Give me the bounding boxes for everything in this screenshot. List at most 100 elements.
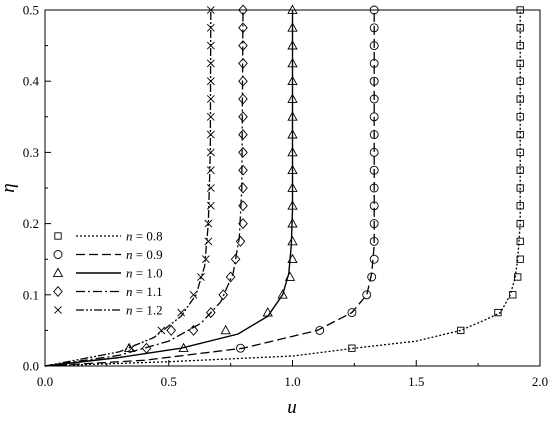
legend-entry: n = 0.9 bbox=[53, 247, 163, 262]
data-point-triangle bbox=[287, 22, 298, 32]
data-point-diamond bbox=[238, 218, 248, 230]
series-3 bbox=[44, 4, 298, 367]
data-point-square bbox=[516, 95, 524, 103]
data-point-square bbox=[516, 184, 524, 192]
data-point-triangle bbox=[287, 40, 298, 50]
data-point-x bbox=[189, 290, 198, 299]
series-line bbox=[44, 10, 294, 367]
data-point-circle bbox=[369, 130, 379, 140]
data-point-circle bbox=[369, 76, 379, 86]
data-point-diamond bbox=[206, 307, 216, 319]
legend-label: n = 1.2 bbox=[126, 303, 163, 318]
data-point-triangle bbox=[287, 235, 298, 246]
data-point-triangle bbox=[287, 111, 298, 121]
data-point-triangle bbox=[287, 4, 298, 14]
x-tick-label: 2.0 bbox=[532, 374, 548, 389]
data-point-square bbox=[516, 202, 524, 210]
data-point-diamond bbox=[218, 289, 228, 301]
data-point-triangle bbox=[287, 57, 298, 68]
data-point-diamond bbox=[235, 235, 246, 247]
x-tick-label: 0.0 bbox=[37, 374, 53, 389]
data-point-x bbox=[201, 255, 210, 264]
series-1 bbox=[44, 6, 524, 367]
y-tick-label: 0.4 bbox=[23, 74, 40, 89]
data-point-diamond bbox=[238, 93, 248, 105]
legend-marker-circle bbox=[53, 250, 63, 259]
data-point-diamond bbox=[238, 22, 248, 34]
data-point-diamond bbox=[238, 111, 248, 123]
data-point-square bbox=[457, 326, 465, 335]
data-point-circle bbox=[369, 236, 379, 246]
data-point-diamond bbox=[238, 75, 248, 87]
data-point-x bbox=[127, 344, 136, 353]
data-point-x bbox=[206, 148, 215, 157]
data-point-circle bbox=[369, 165, 379, 175]
data-point-circle bbox=[369, 112, 379, 122]
data-point-x bbox=[206, 41, 215, 50]
data-point-x bbox=[206, 201, 215, 210]
data-point-circle bbox=[315, 325, 325, 335]
data-point-triangle bbox=[287, 75, 298, 86]
y-tick-label: 0.1 bbox=[23, 287, 39, 302]
data-point-square bbox=[509, 291, 517, 299]
series-line bbox=[44, 10, 375, 367]
legend-entry: n = 1.1 bbox=[53, 284, 163, 299]
data-point-triangle bbox=[287, 146, 298, 157]
y-tick-label: 0.0 bbox=[23, 359, 39, 374]
legend-entry: n = 1.0 bbox=[52, 266, 163, 281]
data-point-square bbox=[516, 148, 524, 157]
data-point-square bbox=[516, 113, 524, 121]
data-point-x bbox=[177, 308, 186, 317]
legend-label: n = 0.8 bbox=[126, 229, 163, 244]
data-point-square bbox=[494, 308, 502, 317]
legend-label: n = 1.1 bbox=[126, 284, 163, 299]
legend-marker-square bbox=[54, 232, 62, 240]
data-point-diamond bbox=[238, 182, 248, 194]
data-point-diamond bbox=[238, 4, 248, 16]
legend-marker-x bbox=[54, 306, 62, 314]
data-point-square bbox=[516, 219, 524, 228]
data-point-triangle bbox=[287, 200, 298, 210]
data-point-diamond bbox=[238, 57, 248, 69]
data-point-x bbox=[206, 166, 215, 175]
data-point-x bbox=[206, 23, 215, 32]
data-point-triangle bbox=[287, 129, 298, 139]
y-tick-label: 0.3 bbox=[23, 145, 39, 160]
data-point-x bbox=[206, 112, 215, 121]
data-point-square bbox=[516, 77, 524, 85]
x-axis-label: u bbox=[287, 397, 297, 418]
data-point-x bbox=[206, 130, 215, 139]
data-point-circle bbox=[369, 94, 379, 104]
series-4 bbox=[44, 4, 248, 367]
data-point-diamond bbox=[238, 200, 248, 212]
legend-marker-triangle bbox=[52, 267, 64, 277]
data-point-circle bbox=[369, 201, 379, 211]
data-point-circle bbox=[369, 58, 379, 68]
legend-entry: n = 1.2 bbox=[54, 303, 163, 318]
data-point-square bbox=[516, 255, 524, 263]
data-point-diamond bbox=[238, 129, 248, 141]
data-point-circle bbox=[367, 272, 377, 282]
data-point-diamond bbox=[225, 271, 236, 283]
legend: n = 0.8 n = 0.9 n = 1.0 n = 1.1 n = 1.2 bbox=[52, 229, 163, 318]
data-point-diamond bbox=[188, 324, 199, 336]
data-point-triangle bbox=[287, 164, 298, 175]
data-point-square bbox=[516, 59, 524, 68]
data-point-x bbox=[204, 219, 213, 228]
x-tick-label: 0.5 bbox=[161, 374, 177, 389]
data-point-x bbox=[206, 184, 215, 192]
data-point-diamond bbox=[166, 324, 177, 336]
data-point-diamond bbox=[238, 40, 248, 52]
x-tick-label: 1.5 bbox=[408, 374, 424, 389]
data-point-triangle bbox=[287, 182, 298, 192]
data-point-triangle bbox=[220, 324, 231, 335]
data-point-x bbox=[204, 237, 213, 246]
legend-label: n = 0.9 bbox=[126, 247, 163, 262]
data-point-square bbox=[516, 130, 524, 139]
y-tick-label: 0.5 bbox=[23, 3, 39, 18]
plot-area bbox=[44, 4, 524, 367]
data-point-x bbox=[157, 326, 166, 335]
data-point-square bbox=[516, 166, 524, 174]
data-point-circle bbox=[369, 147, 379, 157]
legend-marker-diamond bbox=[53, 286, 63, 297]
